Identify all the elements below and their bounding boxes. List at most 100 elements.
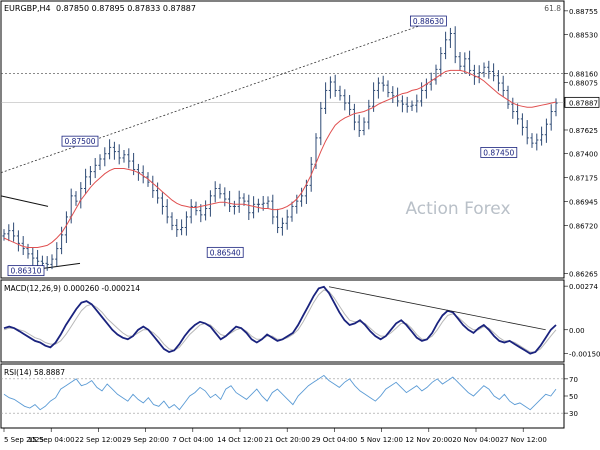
rsi-label: RSI(14) 58.8887 bbox=[4, 368, 65, 377]
macd-panel bbox=[0, 279, 565, 363]
price-y-tick-label: 0.87625 bbox=[569, 127, 598, 135]
price-bar bbox=[204, 200, 208, 221]
price-y-tick-label: 0.88530 bbox=[569, 32, 598, 40]
price-bar bbox=[223, 187, 227, 207]
rsi-panel bbox=[0, 363, 565, 429]
price-bar bbox=[391, 86, 395, 103]
moving-average-line bbox=[3, 69, 557, 248]
price-label-text: 0.86540 bbox=[210, 248, 241, 257]
price-label-text: 0.87500 bbox=[64, 137, 95, 146]
price-bar bbox=[300, 187, 304, 207]
rsi-y-tick-label: 50 bbox=[569, 393, 578, 401]
x-axis-tick-label: 5 Sep 2025 bbox=[4, 436, 44, 444]
price-bar bbox=[242, 193, 246, 206]
price-bar bbox=[7, 224, 11, 242]
current-price-box bbox=[564, 96, 600, 108]
price-bar bbox=[530, 133, 534, 148]
price-bar bbox=[487, 60, 491, 79]
chart-ohlc: 0.87850 0.87895 0.87833 0.87887 bbox=[56, 4, 196, 13]
x-axis-tick-label: 22 Sep 12:00 bbox=[75, 436, 122, 444]
price-bar bbox=[93, 158, 97, 179]
price-label-text: 0.87450 bbox=[483, 148, 514, 157]
rsi-y-tick-label: 70 bbox=[569, 376, 578, 384]
price-bar bbox=[410, 100, 414, 112]
price-label: 0.87450 bbox=[480, 147, 518, 158]
price-bar bbox=[36, 249, 40, 267]
price-bar bbox=[12, 222, 16, 242]
price-bar bbox=[333, 74, 337, 97]
price-bar bbox=[376, 77, 380, 99]
price-bar bbox=[184, 211, 188, 236]
price-bar bbox=[84, 168, 88, 195]
price-y-tick-label: 0.87175 bbox=[569, 174, 598, 182]
price-bar bbox=[180, 219, 184, 236]
price-bar bbox=[247, 194, 251, 221]
x-axis-tick-label: 29 Oct 04:00 bbox=[312, 436, 358, 444]
rsi-y-tick-label: 30 bbox=[569, 410, 578, 418]
price-bar bbox=[516, 103, 520, 125]
price-label-box bbox=[480, 147, 518, 158]
x-axis-tick-label: 20 Nov 04:00 bbox=[452, 436, 499, 444]
price-bar bbox=[213, 181, 217, 203]
price-label: 0.86540 bbox=[206, 246, 244, 258]
price-bar bbox=[544, 118, 548, 143]
price-layer: 0.88630 0.87500 0.86540 0.87450 0.86310 bbox=[0, 15, 564, 277]
price-bar bbox=[420, 82, 424, 107]
price-bar bbox=[127, 148, 131, 169]
price-label-box bbox=[206, 246, 244, 258]
macd-y-tick-label: 0.00274 bbox=[569, 283, 598, 291]
price-bar bbox=[165, 199, 169, 224]
x-axis-tick-label: 27 Nov 12:00 bbox=[500, 436, 547, 444]
price-bar bbox=[189, 199, 193, 224]
price-bar bbox=[362, 117, 366, 136]
price-bar bbox=[252, 196, 256, 219]
price-bar bbox=[357, 114, 361, 137]
price-bar bbox=[290, 201, 294, 222]
price-label: 0.87500 bbox=[61, 135, 99, 147]
price-bar bbox=[540, 126, 544, 146]
rsi-layer bbox=[1, 374, 564, 414]
price-bar bbox=[319, 101, 323, 146]
price-bar bbox=[328, 76, 332, 99]
price-label-box bbox=[409, 15, 447, 27]
macd-line bbox=[3, 285, 557, 355]
price-bar bbox=[64, 211, 68, 244]
price-bar bbox=[122, 150, 126, 163]
price-y-tick-label: 0.88075 bbox=[569, 80, 598, 88]
price-label-text: 0.88630 bbox=[413, 17, 444, 26]
price-bar bbox=[338, 85, 342, 101]
price-bar bbox=[60, 226, 64, 255]
price-bar bbox=[554, 98, 558, 117]
x-axis-tick-label: 12 Nov 20:00 bbox=[405, 436, 452, 444]
price-bar bbox=[520, 113, 524, 136]
trend-line-rising bbox=[0, 16, 446, 174]
macd-label: MACD(12,26,9) 0.000260 -0.000214 bbox=[4, 284, 140, 293]
price-bar bbox=[31, 247, 35, 266]
price-bar bbox=[386, 80, 390, 98]
price-y-tick-label: 0.88755 bbox=[569, 8, 598, 16]
x-axis-tick-label: 29 Sep 20:00 bbox=[122, 436, 169, 444]
price-bar bbox=[453, 26, 457, 64]
price-bar bbox=[88, 166, 92, 186]
rsi-line bbox=[3, 374, 557, 411]
trend-line-falling bbox=[0, 195, 49, 207]
price-bar bbox=[352, 103, 356, 131]
price-bar bbox=[232, 200, 236, 215]
macd-trend-line bbox=[328, 286, 546, 331]
price-bar bbox=[194, 201, 198, 216]
price-bar bbox=[492, 63, 496, 82]
price-bar bbox=[295, 194, 299, 214]
price-y-tick-label: 0.88160 bbox=[569, 71, 598, 79]
price-bar bbox=[448, 27, 452, 48]
x-axis-tick-label: 21 Oct 20:00 bbox=[264, 436, 310, 444]
price-bar bbox=[367, 99, 371, 130]
x-axis-tick-label: 15 Sep 04:00 bbox=[28, 436, 75, 444]
price-bar bbox=[482, 62, 486, 78]
price-bar bbox=[525, 120, 529, 145]
price-bar bbox=[237, 190, 241, 213]
price-bar bbox=[439, 47, 443, 77]
price-bar bbox=[415, 94, 419, 113]
price-bar bbox=[170, 212, 174, 231]
price-bar bbox=[26, 243, 30, 259]
